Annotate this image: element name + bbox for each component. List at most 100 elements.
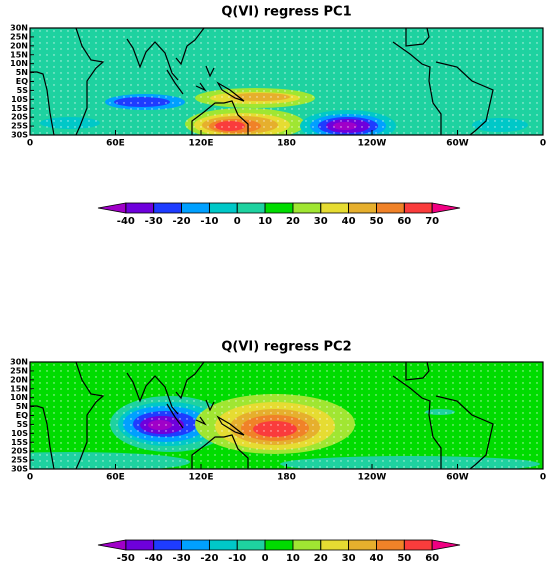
colorbar-label: 60 [425,553,439,564]
coastline [216,81,245,102]
colorbar-swatch [292,202,322,214]
lon-label: 120W [358,139,387,149]
colorbar-label: 10 [286,553,300,564]
colorbar-swatch [153,539,182,551]
lon-label: 120W [358,473,387,483]
significance-dots [30,28,543,135]
lat-label: 30S [11,131,28,140]
coastline [545,28,550,38]
colorbar-label: -20 [172,216,190,227]
coastline [191,434,249,469]
coastline [166,403,184,429]
colorbar-label: 50 [397,553,411,564]
coastline [175,28,205,66]
colorbar-swatch [264,202,294,214]
lat-label: 10N [10,59,28,68]
colorbar-label: -40 [145,553,163,564]
coastline [75,28,105,135]
lat-label: 10N [10,393,28,402]
colorbar-swatch [125,202,155,214]
lat-label: 15S [11,104,28,113]
colorbar-swatch [236,202,266,214]
coastline [195,65,215,92]
coastline [195,399,215,426]
lon-label: 0 [540,139,546,149]
lat-label: EQ [16,77,28,86]
lat-label: 15N [10,384,28,393]
colorbar-arrow [97,202,127,214]
colorbar-swatch [208,539,238,551]
lat-label: 20N [10,375,28,384]
colorbar-swatch [181,539,210,551]
coastline [191,100,249,135]
colorbar-label: -30 [145,216,163,227]
lat-label: 10S [11,429,28,438]
lat-label: 10S [11,95,28,104]
colorbar-swatch [376,202,405,214]
coastline [30,71,55,135]
colorbar-swatch [320,539,350,551]
significance-dots [30,362,543,469]
colorbar-swatch [376,539,405,551]
coastline [175,362,205,400]
coastline [435,61,494,135]
lat-label: 30S [11,465,28,474]
coastline [392,41,442,135]
colorbar-swatch [181,202,210,214]
lon-label: 60E [106,473,125,483]
lat-label: 30N [10,24,28,33]
lat-label: 20N [10,41,28,50]
lat-label: 25S [11,456,28,465]
colorbar-swatch [348,539,377,551]
lon-label: 0 [540,473,546,483]
colorbar-swatch [320,202,350,214]
lat-label: 25N [10,32,28,41]
colorbar-arrow [431,202,461,214]
panel-title: Q(VI) regress PC1 [221,5,351,20]
coastline [392,375,442,469]
coastline [166,69,184,95]
coastline [30,405,55,469]
lon-label: 0 [27,139,33,149]
lon-label: 120E [189,473,214,483]
lat-label: 5S [17,86,29,95]
colorbar-label: 70 [425,216,439,227]
lat-label: EQ [16,411,28,420]
coastline [75,362,105,469]
coastline [405,28,430,47]
colorbar-label: 40 [370,553,384,564]
colorbar-swatch [153,202,182,214]
lon-label: 60W [446,473,469,483]
colorbar-label: 60 [397,216,411,227]
panel-title: Q(VI) regress PC2 [221,340,351,355]
colorbar-swatch [403,539,433,551]
colorbar-label: 0 [234,216,241,227]
colorbar-swatch [348,202,377,214]
colorbar-label: 20 [286,216,300,227]
lat-label: 25S [11,122,28,131]
lon-label: 120E [189,139,214,149]
lat-label: 25N [10,366,28,375]
colorbar-swatch [292,539,322,551]
lat-label: 15N [10,50,28,59]
colorbar-label: 0 [262,553,269,564]
lat-label: 5N [16,68,28,77]
lon-label: 180 [277,139,296,149]
colorbar-label: -30 [172,553,190,564]
coastline [126,38,179,81]
coastline [405,362,430,381]
colorbar-label: 30 [314,216,328,227]
colorbar-label: 20 [314,553,328,564]
colorbar-label: 30 [342,553,356,564]
colorbar-label: -10 [228,553,246,564]
colorbar-arrow [97,539,127,551]
contour-field [30,362,543,469]
colorbar-label: 10 [258,216,272,227]
colorbar-label: -50 [117,553,135,564]
colorbar-label: 50 [370,216,384,227]
lon-label: 0 [27,473,33,483]
lat-label: 20S [11,447,28,456]
